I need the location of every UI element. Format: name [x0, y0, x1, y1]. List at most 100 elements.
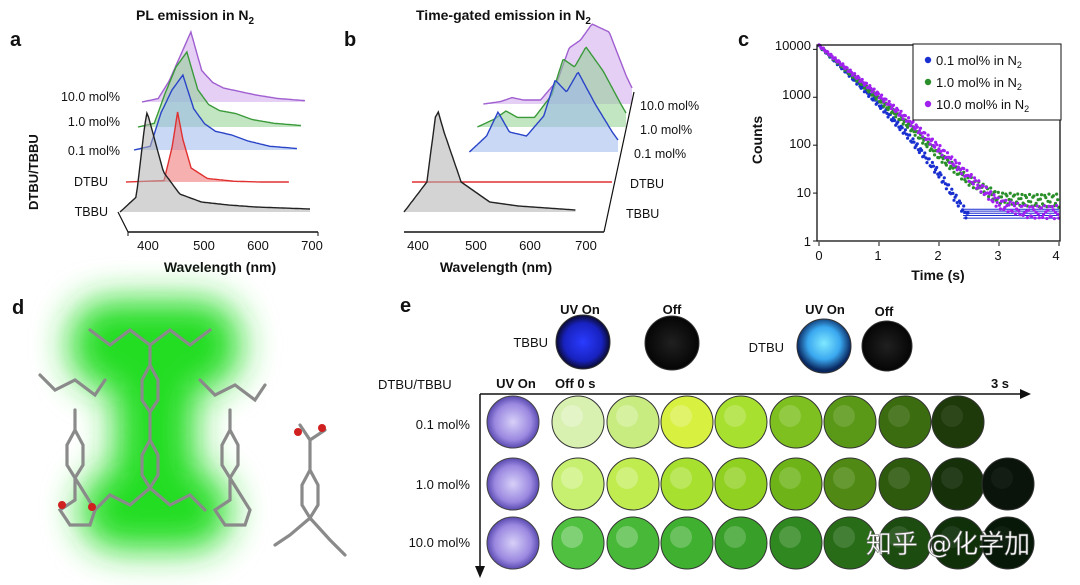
decay-point — [1047, 192, 1051, 196]
afterglow-photo — [878, 395, 932, 449]
decay-point — [900, 126, 904, 130]
photo-highlight — [670, 467, 692, 489]
decay-point — [1025, 216, 1029, 220]
decay-point — [1037, 216, 1041, 220]
decay-point — [941, 179, 945, 183]
decay-point — [1044, 196, 1048, 200]
decay-point — [948, 161, 952, 165]
decay-point — [923, 131, 927, 135]
decay-point — [981, 184, 985, 188]
decay-point — [956, 204, 960, 208]
decay-point — [962, 167, 966, 171]
decay-point — [903, 128, 908, 132]
decay-point — [1029, 200, 1033, 204]
decay-point — [954, 161, 958, 165]
decay-point — [886, 108, 890, 112]
decay-point — [1042, 213, 1046, 217]
row-label: 10.0 mol% — [409, 535, 471, 550]
panel-letter-a: a — [10, 29, 22, 51]
decay-point — [934, 140, 938, 144]
decay-point — [884, 97, 888, 101]
afterglow-photo — [981, 457, 1035, 511]
decay-point — [826, 50, 830, 54]
afterglow-photo — [714, 395, 768, 449]
legend-box — [912, 43, 1062, 121]
photo-highlight — [724, 405, 746, 427]
decay-point — [1055, 204, 1059, 208]
decay-point — [830, 54, 834, 58]
row-label: 1.0 mol% — [416, 477, 471, 492]
decay-point — [1016, 201, 1020, 205]
decay-point — [965, 168, 969, 172]
afterglow-photo — [878, 516, 932, 570]
panel-e: e UV On Off UV On Off TBBU DTBU DTBU/TBB… — [378, 295, 1035, 578]
panel-a-xtick-label: 700 — [301, 238, 323, 253]
decay-point — [889, 107, 894, 111]
decay-point — [925, 145, 929, 149]
decay-point — [1039, 193, 1044, 197]
decay-point — [1031, 205, 1035, 209]
decay-point — [911, 137, 915, 141]
decay-point — [917, 129, 922, 133]
photo-highlight — [724, 467, 746, 489]
panel-b-depth-edge — [603, 91, 635, 233]
afterglow-photo — [606, 395, 660, 449]
decay-point — [894, 115, 898, 119]
molecule-drawings — [38, 328, 347, 557]
panel-c-points — [817, 43, 1061, 221]
concentration-arrowhead — [475, 566, 485, 578]
decay-point — [1039, 206, 1044, 210]
decay-point — [1053, 210, 1058, 214]
afterglow-photo — [660, 395, 714, 449]
decay-point — [920, 148, 924, 152]
row-label: 0.1 mol% — [416, 417, 471, 432]
panel-a-trace-label: 10.0 mol% — [61, 90, 120, 104]
decay-point — [925, 161, 929, 165]
decay-point — [896, 108, 900, 112]
decay-point — [993, 190, 997, 194]
decay-point — [882, 100, 886, 104]
legend-entry-sub: 2 — [1024, 104, 1029, 114]
decay-point — [872, 87, 876, 91]
decay-point — [1044, 210, 1048, 214]
decay-point — [996, 196, 1000, 200]
decay-point — [1035, 193, 1039, 197]
label-tbbu: TBBU — [513, 335, 548, 350]
legend-entry: 0.1 mol% in N2 — [936, 53, 1022, 70]
decay-point — [958, 201, 963, 205]
decay-point — [942, 149, 946, 153]
decay-point — [927, 157, 931, 161]
panel-b-title-text: Time-gated emission in N — [416, 7, 585, 23]
decay-point — [1018, 213, 1022, 217]
legend-entry-sub: 2 — [1017, 60, 1022, 70]
decay-point — [1051, 194, 1055, 198]
panel-a-xlabel: Wavelength (nm) — [164, 259, 276, 275]
decay-point — [1023, 203, 1027, 207]
panel-c-xtick-label: 3 — [994, 248, 1001, 263]
decay-point — [962, 204, 966, 208]
decay-point — [989, 190, 993, 194]
panel-b-curves — [403, 23, 633, 213]
label-uv-on: UV On — [560, 302, 600, 317]
panel-b-title: Time-gated emission in N2 — [416, 7, 591, 27]
decay-point — [977, 179, 981, 183]
decay-point — [931, 164, 936, 168]
panel-d: d — [12, 297, 347, 557]
trace-10mol — [137, 50, 301, 128]
legend-entry-text: 0.1 mol% in N — [936, 53, 1017, 68]
photo-highlight — [941, 467, 963, 489]
panel-letter-c: c — [738, 29, 749, 51]
photo-highlight — [991, 526, 1013, 548]
oxygen-atoms — [58, 424, 326, 511]
afterglow-photo — [981, 516, 1035, 570]
decay-point — [933, 153, 937, 157]
decay-point — [954, 193, 958, 197]
decay-point — [1032, 194, 1036, 198]
decay-point — [1016, 192, 1020, 196]
decay-point — [890, 110, 895, 114]
uv-on-photo — [486, 516, 540, 570]
decay-point — [1020, 192, 1024, 197]
decay-point — [881, 97, 885, 101]
afterglow-photo — [769, 395, 823, 449]
